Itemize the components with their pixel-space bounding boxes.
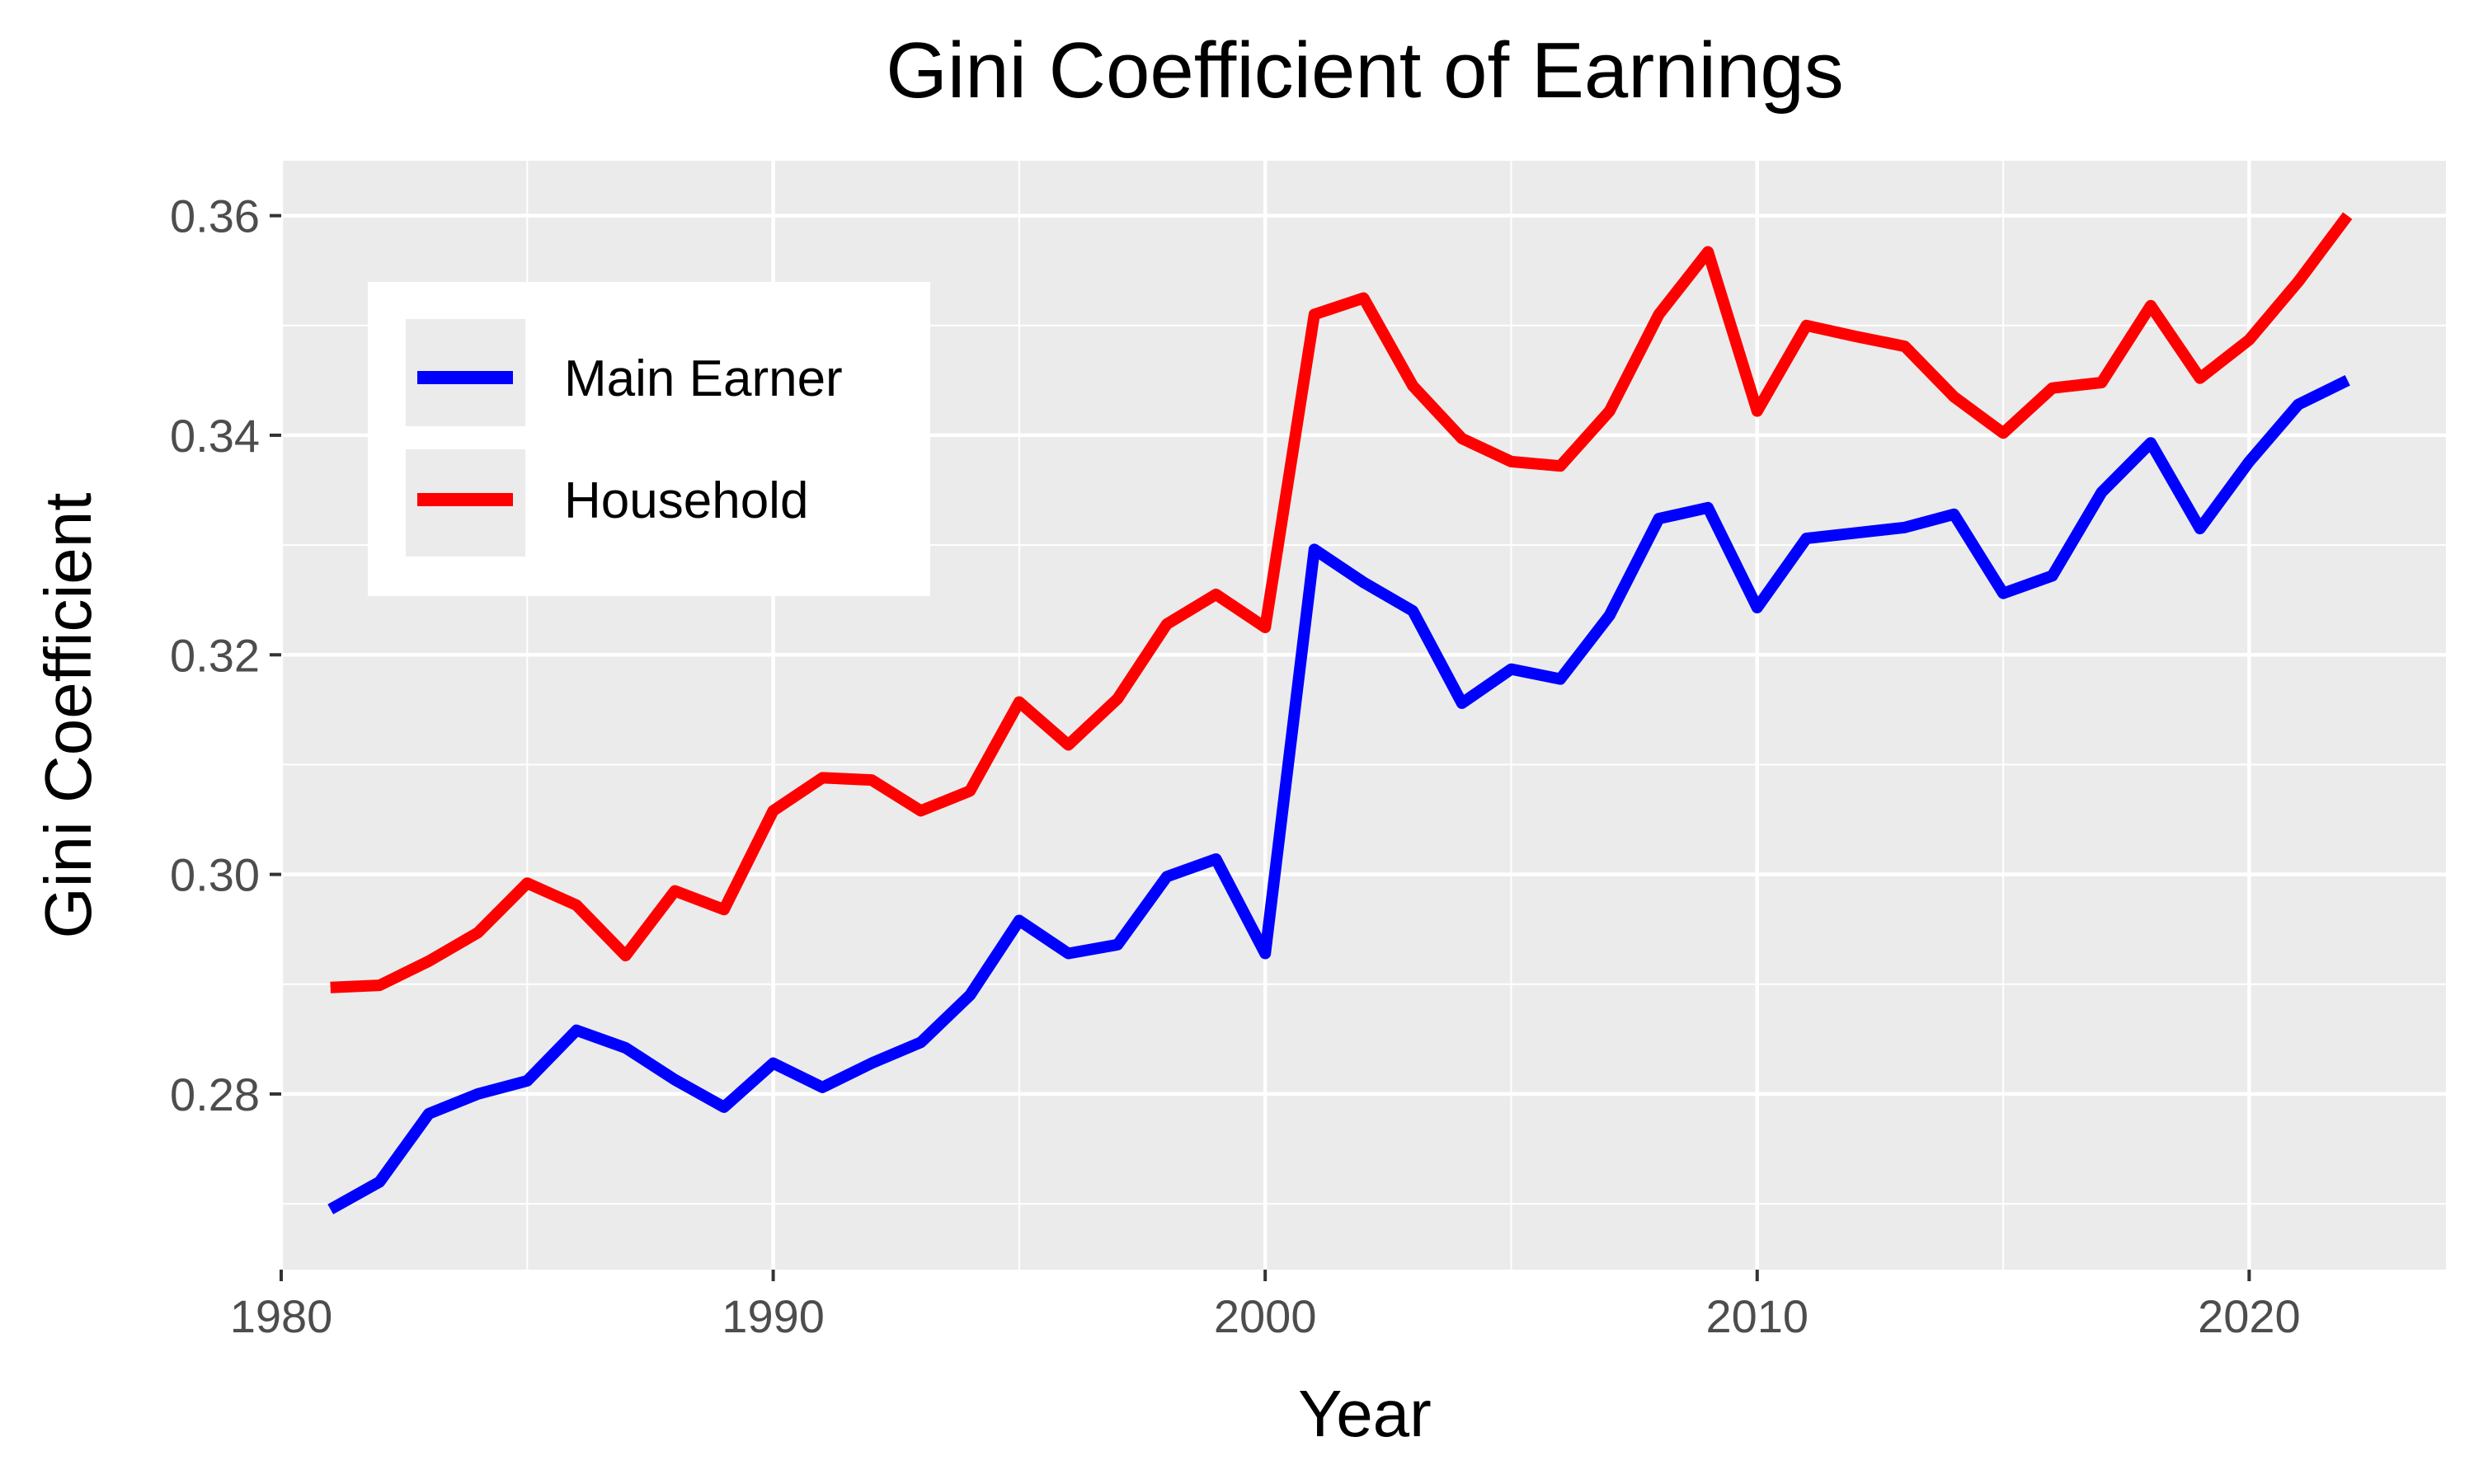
series-layer [327, 212, 2353, 1214]
x-tick-label: 2000 [1214, 1290, 1317, 1342]
x-tick-label: 1990 [722, 1290, 825, 1342]
x-tick-label: 2010 [1705, 1290, 1808, 1342]
y-tick-label: 0.36 [170, 190, 260, 242]
y-tick-label: 0.34 [170, 410, 260, 462]
chart-title: Gini Coefficient of Earnings [886, 26, 1844, 115]
y-axis-title: Gini Coefficient [31, 492, 105, 938]
series-line-household [330, 212, 2353, 993]
legend-label-household: Household [564, 472, 808, 529]
axes: 1980 1990 2000 2010 2020 0.28 0.30 0.32 0.34 0.36 [170, 190, 2301, 1342]
y-tick-label: 0.28 [170, 1068, 260, 1120]
x-axis-title: Year [1298, 1377, 1432, 1450]
legend-label-main-earner: Main Earner [564, 350, 843, 407]
series-line-main-earner [327, 375, 2350, 1214]
x-tick-label: 1980 [230, 1290, 333, 1342]
y-tick-label: 0.30 [170, 849, 260, 901]
y-tick-label: 0.32 [170, 629, 260, 681]
legend: Main Earner Household [368, 282, 930, 596]
x-tick-label: 2020 [2198, 1290, 2301, 1342]
